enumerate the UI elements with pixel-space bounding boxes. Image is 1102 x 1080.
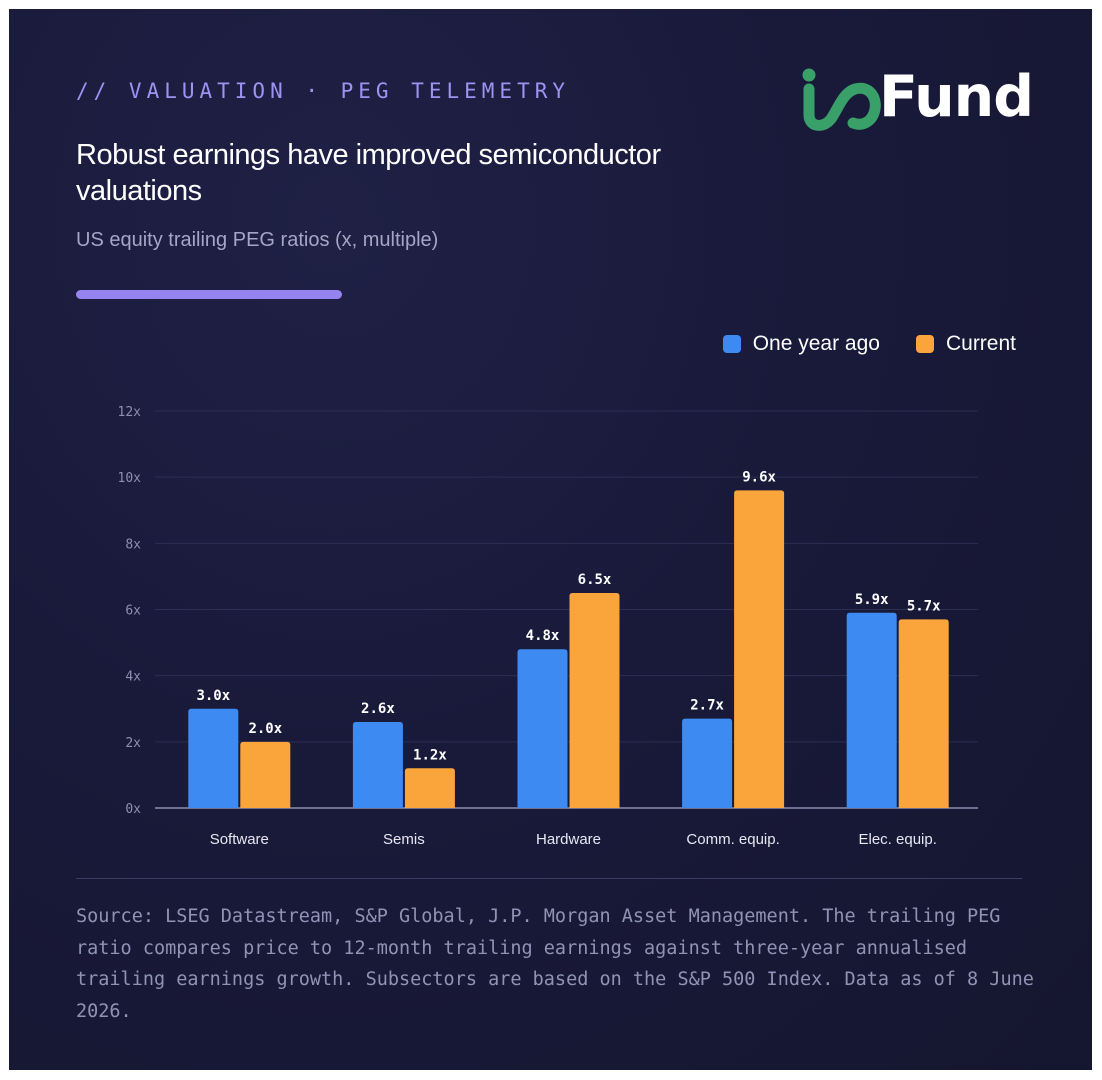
chart-legend: One year ago Current — [687, 332, 1016, 356]
legend-item-one-year-ago: One year ago — [722, 332, 880, 356]
legend-swatch-one-year-ago — [722, 335, 741, 353]
legend-swatch-current — [915, 335, 934, 353]
y-tick-label: 12x — [118, 405, 142, 420]
bar-one-year-ago — [682, 718, 733, 808]
accent-bar — [76, 290, 342, 299]
data-label: 4.8x — [526, 628, 560, 644]
data-label: 5.9x — [855, 592, 889, 608]
x-tick-label: Elec. equip. — [859, 831, 937, 848]
data-label: 5.7x — [907, 598, 941, 614]
x-tick-label: Software — [210, 831, 269, 848]
bar-one-year-ago — [352, 721, 403, 808]
bar-chart: 0x 2x 4x 6x 8x 10x 12x 3.0x 2.0x Software 2.6x 1.2x… — [118, 405, 978, 848]
bar-current — [569, 592, 620, 808]
source-note: Source: LSEG Datastream, S&P Global, J.P… — [76, 906, 1034, 1022]
bar-one-year-ago — [517, 649, 568, 808]
eyebrow-label: // VALUATION · PEG TELEMETRY — [76, 79, 571, 103]
y-tick-label: 10x — [118, 471, 142, 486]
chart-card: // VALUATION · PEG TELEMETRY Fund Robust… — [9, 9, 1092, 1070]
data-label: 2.6x — [361, 701, 395, 717]
bar-one-year-ago — [846, 612, 897, 808]
bar-one-year-ago — [188, 708, 239, 808]
bar-current — [404, 768, 455, 808]
legend-label-one-year-ago: One year ago — [752, 332, 880, 355]
logo-io-icon — [802, 68, 881, 131]
y-tick-label: 6x — [125, 604, 141, 619]
y-tick-label: 2x — [125, 736, 141, 751]
x-tick-label: Semis — [383, 831, 425, 848]
bar-current — [240, 741, 291, 808]
data-label: 2.7x — [690, 698, 724, 714]
chart-subtitle: US equity trailing PEG ratios (x, multip… — [76, 229, 439, 251]
y-tick-label: 0x — [125, 802, 141, 817]
x-tick-label: Comm. equip. — [686, 831, 779, 848]
legend-item-current: Current — [915, 332, 1016, 356]
y-tick-label: 8x — [125, 537, 141, 552]
data-label: 1.2x — [413, 747, 447, 763]
y-tick-label: 4x — [125, 670, 141, 685]
legend-label-current: Current — [945, 332, 1016, 355]
chart-title: Robust earnings have improved semiconduc… — [76, 139, 661, 207]
bar-current — [734, 490, 785, 808]
x-tick-label: Hardware — [536, 831, 601, 848]
data-label: 3.0x — [196, 688, 230, 704]
logo-wordmark: Fund — [879, 64, 1034, 130]
data-label: 9.6x — [742, 469, 776, 485]
data-label: 6.5x — [578, 572, 612, 588]
footer-divider — [76, 878, 1022, 879]
bar-current — [898, 619, 949, 808]
brand-logo: Fund — [801, 64, 1034, 133]
data-label: 2.0x — [248, 721, 282, 737]
